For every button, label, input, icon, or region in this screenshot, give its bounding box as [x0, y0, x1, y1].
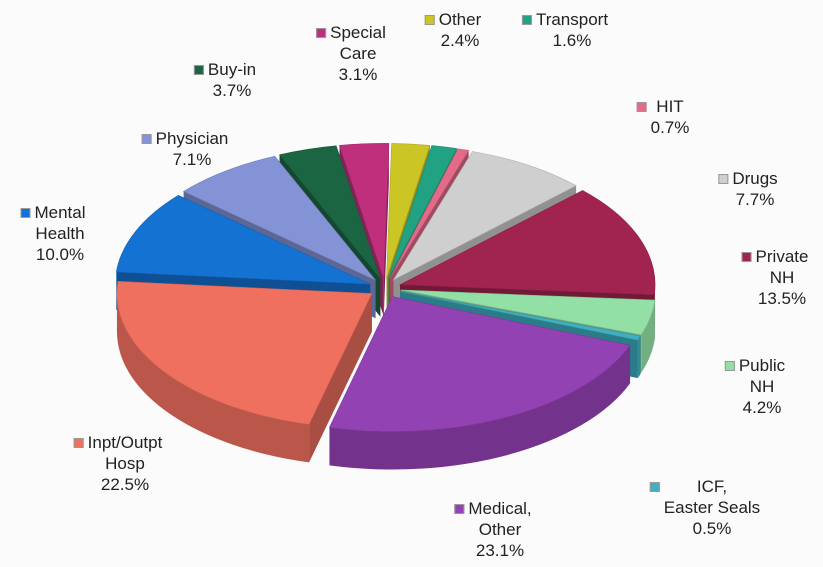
- category-label: Inpt/Outpt Hosp: [73, 432, 162, 474]
- data-label: Inpt/Outpt Hosp 22.5%: [73, 432, 162, 495]
- legend-swatch: [141, 134, 152, 144]
- slice-top: [389, 148, 470, 279]
- category-label: Mental Health: [20, 202, 86, 244]
- category-label: Buy-in: [193, 59, 256, 80]
- value-label: 3.7%: [212, 81, 252, 100]
- value-label: 4.2%: [742, 398, 782, 417]
- category-label: Private NH: [741, 246, 808, 288]
- legend-swatch: [521, 15, 532, 25]
- category-label: Public NH: [724, 355, 785, 397]
- slice-top: [388, 145, 458, 279]
- category-label: Other: [424, 9, 481, 30]
- legend-swatch: [649, 482, 660, 492]
- legend-swatch: [73, 438, 84, 448]
- value-label: 13.5%: [757, 289, 807, 308]
- legend-swatch: [316, 28, 327, 38]
- category-label: Transport: [521, 9, 608, 30]
- legend-swatch: [724, 361, 735, 371]
- slice-side: [116, 293, 310, 463]
- slice-top: [399, 291, 642, 341]
- slice-side: [641, 300, 655, 373]
- data-label: Public NH 4.2%: [724, 355, 785, 418]
- slice-side: [637, 336, 641, 379]
- value-label: 3.1%: [338, 65, 378, 84]
- data-label: ICF, Easter Seals 0.5%: [649, 476, 760, 539]
- slice-top: [339, 143, 390, 279]
- value-label: 1.6%: [552, 31, 592, 50]
- data-label: Transport 1.6%: [521, 9, 608, 51]
- category-label: Physician: [141, 128, 228, 149]
- slice-top: [182, 155, 376, 281]
- data-label: Physician 7.1%: [141, 128, 228, 170]
- data-label: Mental Health 10.0%: [20, 202, 86, 265]
- slice-top: [400, 289, 656, 336]
- data-label: Drugs 7.7%: [718, 168, 778, 210]
- slice-top: [328, 296, 631, 432]
- data-label: Special Care 3.1%: [316, 22, 386, 85]
- value-label: 10.0%: [35, 245, 85, 264]
- slice-top: [392, 151, 577, 281]
- category-label: HIT: [636, 96, 690, 117]
- value-label: 7.7%: [735, 190, 775, 209]
- data-label: Buy-in 3.7%: [193, 59, 256, 101]
- value-label: 0.5%: [692, 519, 732, 538]
- data-label: Medical, Other 23.1%: [454, 498, 532, 561]
- legend-swatch: [454, 504, 465, 514]
- legend-swatch: [20, 208, 31, 218]
- slice-top: [115, 195, 371, 285]
- data-label: HIT 0.7%: [636, 96, 690, 138]
- slice-top: [386, 143, 431, 279]
- slice: [328, 296, 631, 470]
- category-label: ICF, Easter Seals: [649, 476, 760, 518]
- category-label: Medical, Other: [454, 498, 532, 540]
- category-label: Drugs: [718, 168, 778, 189]
- data-label: Private NH 13.5%: [741, 246, 808, 309]
- category-label: Special Care: [316, 22, 386, 64]
- legend-swatch: [636, 102, 647, 112]
- value-label: 22.5%: [100, 475, 150, 494]
- data-label: Other 2.4%: [424, 9, 481, 51]
- slice-top: [116, 281, 373, 425]
- slice-top: [278, 145, 381, 279]
- value-label: 0.7%: [650, 118, 690, 137]
- slice-face: [309, 293, 372, 463]
- legend-swatch: [718, 174, 729, 184]
- legend-swatch: [424, 15, 435, 25]
- slice-face: [383, 143, 389, 317]
- slice-top: [398, 190, 656, 296]
- slice: [116, 281, 373, 463]
- legend-swatch: [193, 65, 204, 75]
- slice-side: [329, 345, 631, 470]
- value-label: 23.1%: [475, 541, 525, 560]
- value-label: 7.1%: [172, 150, 212, 169]
- value-label: 2.4%: [440, 31, 480, 50]
- legend-swatch: [741, 252, 752, 262]
